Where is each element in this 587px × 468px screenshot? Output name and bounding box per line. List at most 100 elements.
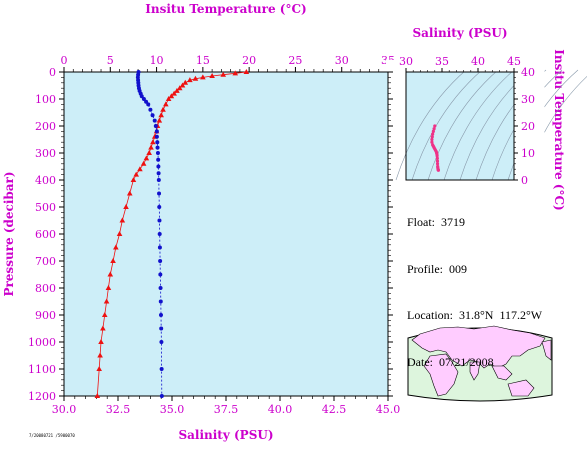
temperature-point	[143, 155, 150, 161]
ts-point	[431, 129, 435, 133]
profile-number: Profile: 009	[407, 261, 467, 276]
ts-y-tick-label: 0	[521, 174, 528, 187]
salinity-point	[152, 118, 157, 123]
map-land-seasia	[491, 365, 513, 381]
temperature-point	[176, 85, 183, 91]
location: Location: 31.8°N 117.2°W	[407, 308, 543, 322]
top-axis-label: Insitu Temperature (°C)	[145, 2, 306, 16]
y-tick-label: 200	[35, 120, 56, 133]
temperature-point	[126, 190, 133, 196]
y-tick-label: 600	[35, 228, 56, 241]
salinity-point	[153, 124, 158, 128]
date: Date: 07/21/2008	[407, 354, 494, 369]
salinity-point	[158, 313, 163, 317]
ts-point	[430, 140, 434, 144]
temperature-point	[98, 339, 104, 344]
ts-density-contours	[386, 60, 587, 190]
temperature-point	[232, 70, 239, 76]
temperature-point	[163, 101, 169, 107]
temperature-point	[168, 93, 175, 99]
y-tick-label: 400	[35, 174, 56, 187]
y-tick-label: 900	[35, 309, 56, 322]
temperature-point	[110, 258, 116, 263]
salinity-point	[158, 299, 163, 304]
map-land-india	[469, 361, 481, 381]
salinity-point	[156, 157, 161, 162]
ts-point	[433, 124, 437, 128]
salinity-point	[150, 113, 155, 118]
salinity-point	[159, 340, 164, 344]
temperature-point	[123, 204, 129, 209]
temperature-point	[103, 298, 110, 304]
y-tick-label: 700	[35, 255, 56, 268]
bottom-tick-label: 42.5	[322, 403, 347, 416]
y-axis-label: Pressure (decibar)	[2, 171, 16, 296]
contour-mask-right	[514, 62, 545, 190]
bottom-tick-label: 45.0	[376, 403, 401, 416]
profile-plot-area	[63, 71, 389, 397]
temperature-point	[192, 75, 199, 81]
float-id: Float: 3719	[407, 215, 466, 229]
top-tick-label: 20	[242, 54, 256, 67]
ts-y-tick-label: 40	[521, 66, 535, 79]
temperature-point	[187, 77, 193, 83]
salinity-point	[155, 145, 160, 150]
temperature-point	[100, 325, 106, 331]
bottom-tick-label: 32.5	[106, 403, 131, 416]
ts-series	[430, 124, 440, 172]
y-tick-label: 0	[49, 66, 56, 79]
temperature-point	[165, 96, 172, 101]
top-tick-label: 15	[196, 54, 210, 67]
temperature-point	[130, 177, 137, 182]
ts-x-tick-label: 40	[471, 55, 485, 68]
ts-point	[430, 135, 434, 139]
map-land-americas	[541, 339, 552, 361]
ts-y-tick-label: 20	[521, 120, 535, 133]
y-tick-label: 100	[35, 93, 56, 106]
temperature-point	[105, 285, 112, 290]
temperature-point	[137, 166, 143, 172]
density-contour	[395, 69, 467, 181]
temperature-point	[150, 139, 156, 145]
ts-point	[430, 137, 434, 142]
ts-x-tick-label: 45	[507, 55, 521, 68]
ts-y-tick-label: 10	[521, 147, 535, 160]
temperature-point	[182, 79, 189, 85]
salinity-point	[144, 99, 149, 104]
bottom-axis-label: Salinity (PSU)	[178, 428, 273, 442]
salinity-point	[139, 94, 144, 99]
salinity-point	[156, 164, 161, 169]
ts-point	[435, 159, 440, 163]
y-tick-label: 500	[35, 201, 56, 214]
salinity-point	[154, 134, 159, 139]
temperature-point	[156, 117, 163, 123]
ts-point	[436, 168, 440, 172]
salinity-point	[157, 218, 162, 223]
location-map	[407, 325, 553, 402]
temperature-point	[160, 106, 166, 112]
top-tick-label: 0	[61, 54, 68, 67]
salinity-point	[158, 272, 163, 277]
temperature-point	[243, 69, 250, 74]
ts-plot-area	[405, 71, 515, 181]
ts-y-tick-label: 30	[521, 93, 535, 106]
salinity-point	[141, 97, 146, 101]
salinity-point	[159, 394, 164, 398]
ts-point	[435, 156, 439, 160]
salinity-point	[157, 232, 162, 236]
map-land-africa	[423, 353, 459, 397]
y-tick-label: 1100	[28, 363, 56, 376]
salinity-point	[159, 367, 164, 371]
y-tick-label: 800	[35, 282, 56, 295]
y-tick-label: 300	[35, 147, 56, 160]
contour-mask-top	[386, 60, 534, 72]
temperature-point	[179, 82, 186, 88]
top-tick-label: 10	[150, 54, 164, 67]
temperature-point	[220, 71, 227, 77]
salinity-point	[157, 191, 162, 196]
salinity-point	[146, 102, 151, 107]
temperature-point	[101, 312, 108, 317]
temperature-point	[113, 244, 119, 250]
y-tick-label: 1200	[28, 390, 56, 403]
